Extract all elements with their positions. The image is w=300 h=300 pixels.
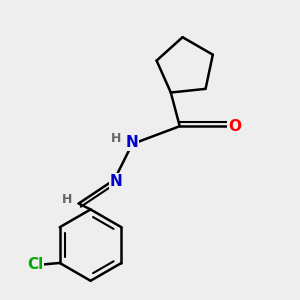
Text: H: H [111, 132, 121, 145]
Text: O: O [228, 119, 241, 134]
Text: Cl: Cl [27, 257, 43, 272]
Text: N: N [110, 174, 122, 189]
Text: N: N [126, 135, 139, 150]
Text: H: H [62, 194, 73, 206]
